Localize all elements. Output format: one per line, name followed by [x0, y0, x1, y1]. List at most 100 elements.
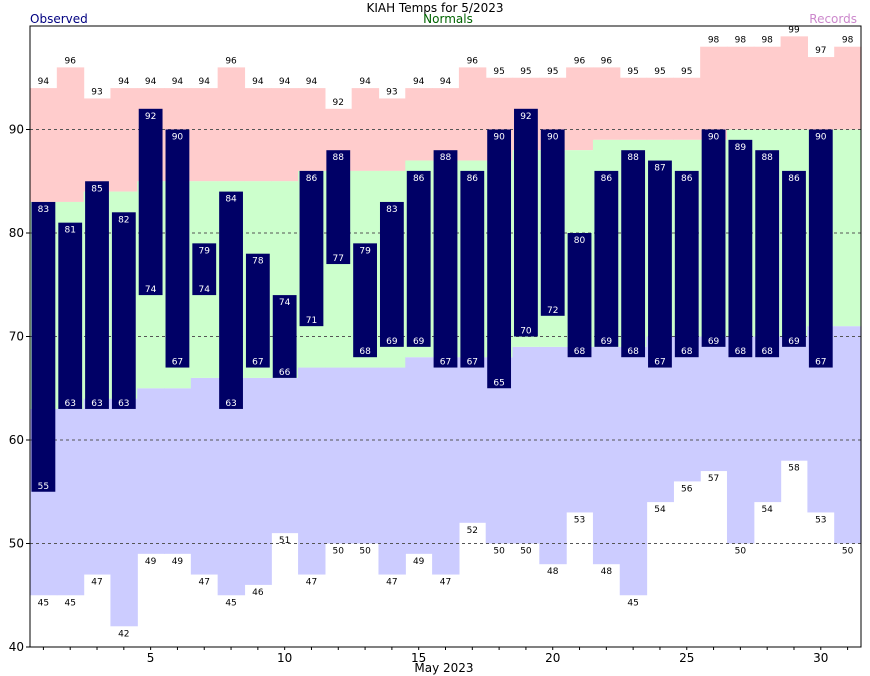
y-tick-label: 90 — [9, 123, 24, 137]
observed-low-label: 74 — [199, 285, 211, 295]
record-high-band — [378, 98, 406, 171]
observed-high-label: 83 — [38, 205, 49, 215]
observed-high-label: 86 — [788, 174, 800, 184]
observed-low-label: 68 — [574, 347, 586, 357]
record-low-label: 47 — [386, 578, 397, 588]
observed-bar — [245, 253, 270, 368]
record-high-band — [726, 46, 755, 130]
record-low-band — [780, 336, 808, 461]
observed-bar — [460, 170, 485, 368]
y-tick-label: 70 — [9, 330, 24, 344]
chart-title: KIAH Temps for 5/2023 — [366, 1, 503, 15]
record-high-band — [30, 88, 58, 202]
record-high-band — [83, 98, 112, 192]
record-low-label: 48 — [547, 567, 559, 577]
record-low-band — [351, 367, 380, 544]
observed-low-label: 69 — [413, 337, 425, 347]
record-low-band — [271, 377, 299, 534]
record-low-label: 51 — [279, 536, 290, 546]
observed-high-label: 90 — [708, 133, 720, 143]
record-low-band — [137, 388, 165, 554]
record-low-label: 49 — [145, 557, 157, 567]
record-low-label: 50 — [333, 547, 345, 557]
observed-high-label: 78 — [252, 257, 264, 267]
record-low-label: 45 — [38, 598, 49, 608]
record-high-band — [190, 88, 219, 182]
record-low-label: 49 — [172, 557, 184, 567]
observed-bar — [379, 201, 404, 347]
record-low-band — [217, 377, 246, 596]
x-tick-label: 30 — [813, 651, 828, 665]
observed-bar — [58, 222, 83, 409]
record-low-label: 50 — [359, 547, 371, 557]
record-low-label: 50 — [842, 547, 854, 557]
record-high-band — [619, 77, 648, 140]
x-tick-label: 10 — [277, 651, 292, 665]
observed-bar — [808, 129, 833, 368]
record-high-label: 98 — [761, 36, 773, 46]
x-tick-label: 15 — [411, 651, 426, 665]
observed-high-label: 79 — [199, 246, 211, 256]
record-high-band — [807, 57, 835, 130]
record-high-label: 94 — [118, 77, 130, 87]
record-low-label: 45 — [627, 598, 638, 608]
observed-high-label: 88 — [761, 153, 773, 163]
record-high-band — [780, 36, 808, 130]
record-high-label: 96 — [574, 56, 586, 66]
record-high-label: 95 — [493, 67, 504, 77]
record-low-label: 45 — [64, 598, 75, 608]
observed-low-label: 63 — [64, 399, 75, 409]
observed-high-label: 90 — [172, 133, 184, 143]
record-low-label: 46 — [252, 588, 264, 598]
record-low-band — [566, 346, 594, 513]
record-high-band — [217, 67, 246, 182]
observed-bar — [165, 129, 190, 368]
record-low-band — [298, 367, 326, 575]
observed-high-label: 86 — [306, 174, 318, 184]
record-high-label: 95 — [681, 67, 692, 77]
observed-low-label: 68 — [627, 347, 639, 357]
y-tick-label: 50 — [9, 537, 24, 551]
record-high-label: 94 — [306, 77, 318, 87]
record-high-label: 95 — [547, 67, 558, 77]
observed-bar — [272, 295, 297, 378]
record-low-label: 50 — [493, 547, 505, 557]
record-low-label: 54 — [654, 505, 666, 515]
record-high-band — [458, 67, 487, 161]
record-high-label: 94 — [199, 77, 211, 87]
observed-high-label: 86 — [681, 174, 693, 184]
record-high-band — [673, 77, 701, 140]
record-high-label: 96 — [467, 56, 479, 66]
observed-bar — [728, 139, 753, 358]
observed-high-label: 88 — [440, 153, 452, 163]
record-low-label: 52 — [467, 526, 478, 536]
record-high-label: 96 — [601, 56, 613, 66]
record-low-label: 47 — [199, 578, 210, 588]
record-low-label: 53 — [574, 515, 585, 525]
record-low-band — [164, 388, 192, 554]
observed-high-label: 92 — [520, 112, 531, 122]
observed-bar — [299, 170, 324, 327]
observed-low-label: 69 — [601, 337, 613, 347]
record-high-band — [271, 88, 299, 182]
record-high-band — [646, 77, 674, 140]
record-low-band — [700, 336, 728, 472]
observed-low-label: 74 — [145, 285, 157, 295]
observed-bar — [567, 233, 592, 358]
observed-low-label: 72 — [547, 306, 558, 316]
observed-bar — [755, 150, 780, 358]
record-low-band — [432, 357, 460, 575]
record-high-band — [432, 88, 460, 161]
observed-bar — [406, 170, 431, 347]
observed-low-label: 63 — [91, 399, 102, 409]
observed-bar — [138, 108, 163, 296]
observed-bar — [514, 108, 538, 337]
observed-bar — [31, 201, 56, 492]
observed-low-label: 69 — [386, 337, 398, 347]
record-low-band — [539, 346, 567, 565]
observed-low-label: 69 — [708, 337, 720, 347]
legend-normals: Normals — [423, 12, 473, 26]
observed-high-label: 90 — [815, 133, 827, 143]
y-tick-label: 60 — [9, 433, 24, 447]
record-low-band — [592, 346, 621, 565]
